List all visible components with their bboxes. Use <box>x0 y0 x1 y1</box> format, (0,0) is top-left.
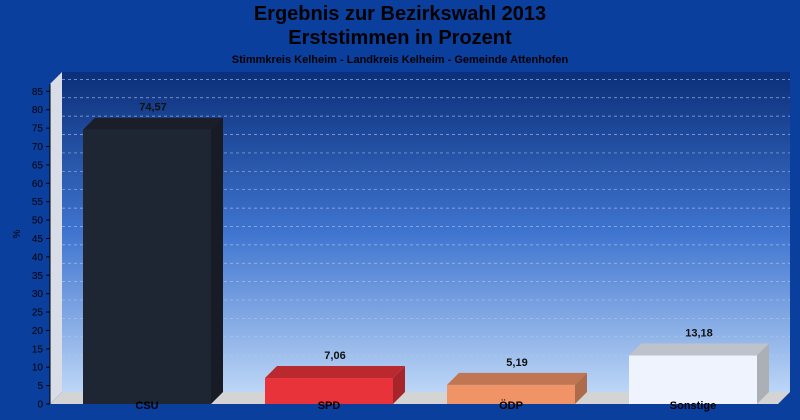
y-tick-label: 70 <box>32 142 44 153</box>
left-wall <box>50 72 62 404</box>
bar-value-label: 74,57 <box>139 102 167 114</box>
x-tick-label: CSU <box>135 400 158 412</box>
y-tick-label: 60 <box>32 179 44 190</box>
y-tick-label: 85 <box>32 87 44 98</box>
bar-top <box>629 343 769 356</box>
y-tick-label: 75 <box>32 124 44 135</box>
bar-top <box>447 372 587 385</box>
floor <box>50 392 790 404</box>
y-tick-label: 55 <box>32 197 44 208</box>
y-tick-label: 0 <box>37 400 43 411</box>
bar-value-label: 7,06 <box>324 350 345 362</box>
y-tick-label: 45 <box>32 234 44 245</box>
chart-title: Ergebnis zur Bezirkswahl 2013 <box>253 3 547 25</box>
x-tick-label: SPD <box>318 400 341 412</box>
bar-side <box>393 366 405 404</box>
y-tick-label: 40 <box>32 252 44 263</box>
bar <box>447 384 575 404</box>
chart-subtitle-main: Erststimmen in Prozent <box>288 27 512 49</box>
bar <box>265 378 393 404</box>
bar-top <box>83 117 223 130</box>
plot-area: 0 5 10 15 20 25 30 35 40 45 50 55 60 65 70 75 80 85% 74,57… <box>12 72 790 412</box>
y-tick-label: 25 <box>32 308 44 319</box>
x-tick-label: Sonstige <box>670 400 716 412</box>
bar <box>83 129 211 404</box>
bar-value-label: 13,18 <box>685 328 713 340</box>
y-tick-label: 30 <box>32 289 44 300</box>
y-tick-label: 15 <box>32 344 44 355</box>
bar <box>629 355 757 404</box>
bar-value-label: 5,19 <box>506 357 527 369</box>
y-tick-label: 65 <box>32 160 44 171</box>
y-tick-label: 50 <box>32 216 44 227</box>
y-axis-label: % <box>12 229 23 238</box>
bar-side <box>575 372 587 404</box>
y-tick-label: 35 <box>32 271 44 282</box>
chart-subtitle: Stimmkreis Kelheim - Landkreis Kelheim -… <box>231 54 569 66</box>
bar-top <box>265 366 405 379</box>
x-tick-label: ÖDP <box>499 399 523 412</box>
bar-side <box>757 343 769 404</box>
y-tick-label: 20 <box>32 326 44 337</box>
y-tick-label: 5 <box>37 381 43 392</box>
y-tick-label: 10 <box>32 363 44 374</box>
bar-side <box>211 117 223 404</box>
y-tick-label: 80 <box>32 105 44 116</box>
